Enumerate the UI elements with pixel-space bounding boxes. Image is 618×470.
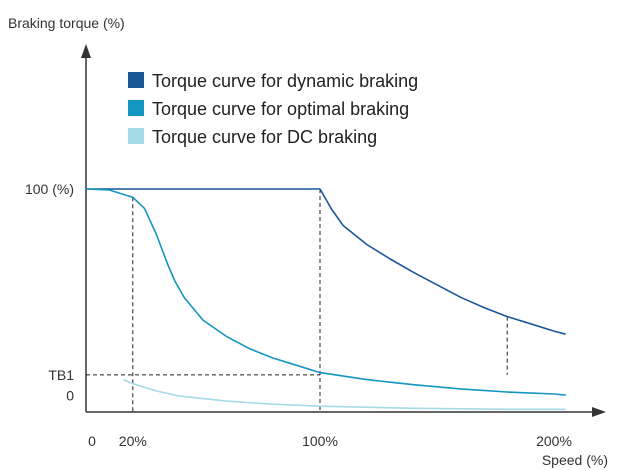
legend: Torque curve for dynamic braking Torque … xyxy=(128,71,418,147)
x-tick-label: 200% xyxy=(536,433,572,449)
series-lines xyxy=(85,188,566,411)
legend-swatch-dc xyxy=(128,128,144,144)
x-axis-arrow-icon xyxy=(592,407,606,417)
x-axis-label: Speed (%) xyxy=(542,452,608,468)
x-tick-label: 100% xyxy=(302,433,338,449)
y-tick-label: TB1 xyxy=(48,367,74,383)
legend-label-dc: Torque curve for DC braking xyxy=(152,127,377,147)
x-tick-label: 0 xyxy=(88,433,96,449)
legend-swatch-optimal xyxy=(128,100,144,116)
legend-label-dynamic: Torque curve for dynamic braking xyxy=(152,71,418,91)
legend-label-optimal: Torque curve for optimal braking xyxy=(152,99,409,119)
y-axis-arrow-icon xyxy=(81,44,91,58)
dynamic-braking-curve xyxy=(86,188,566,335)
y-tick-label: 100 (%) xyxy=(25,181,74,197)
optimal-braking-curve xyxy=(85,188,566,396)
reference-lines xyxy=(86,189,508,412)
x-tick-labels: 0 20% 100% 200% xyxy=(88,433,572,449)
x-tick-label: 20% xyxy=(119,433,147,449)
y-tick-label: 0 xyxy=(66,387,74,403)
y-tick-labels: 0 TB1 100 (%) xyxy=(25,181,74,403)
legend-swatch-dynamic xyxy=(128,72,144,88)
y-axis-label: Braking torque (%) xyxy=(8,15,125,31)
dc-braking-curve xyxy=(123,378,566,411)
